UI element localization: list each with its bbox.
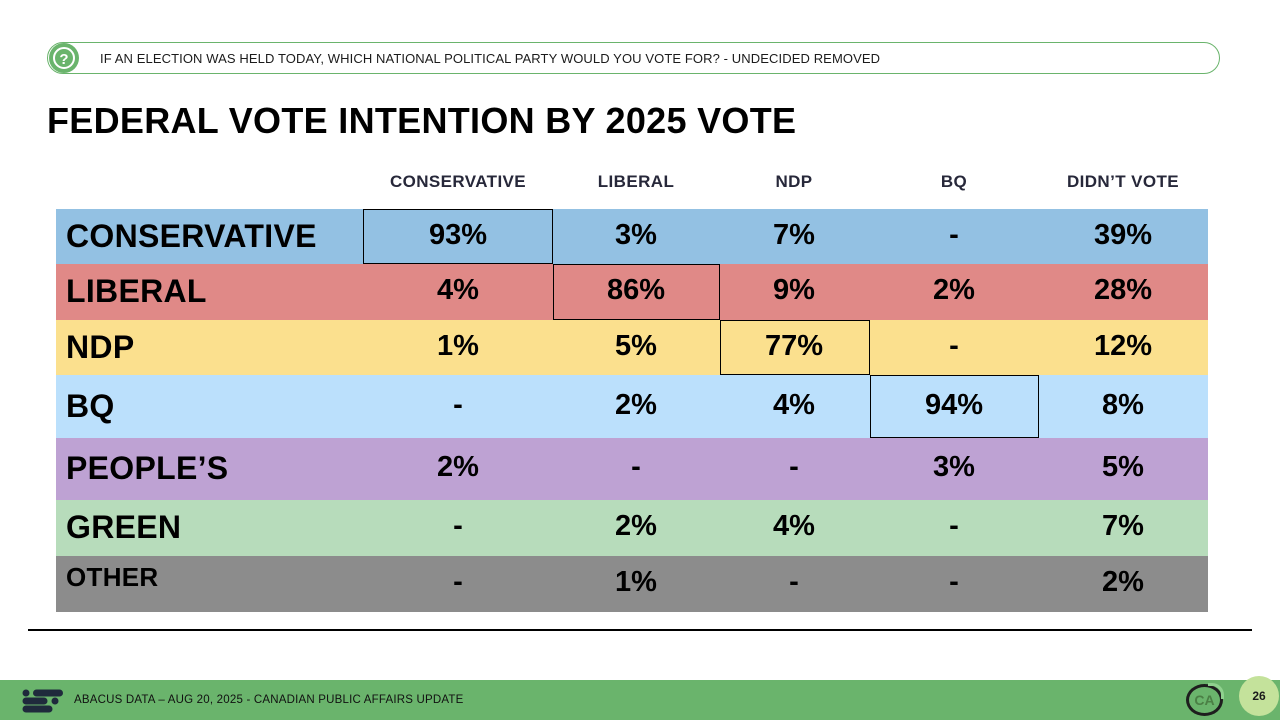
table-cell: -	[789, 451, 799, 483]
column-header: NDP	[775, 172, 813, 191]
table-cell: 2%	[1102, 566, 1144, 598]
table-cell: 1%	[615, 566, 657, 598]
table-cell: 28%	[1093, 274, 1153, 306]
page-number: 26	[1239, 676, 1279, 716]
table-cell: 7%	[773, 218, 815, 251]
column-header: DIDN’T VOTE	[1066, 172, 1180, 191]
table-row: PEOPLE’S 2% - - 3% 5%	[56, 438, 1208, 500]
table-cell: 94%	[924, 388, 984, 421]
table-row: NDP 1% 5% 77% - 12%	[56, 320, 1208, 375]
table-cell: 7%	[1102, 510, 1144, 542]
diagonal-highlight-box	[363, 209, 553, 264]
question-text: IF AN ELECTION WAS HELD TODAY, WHICH NAT…	[100, 51, 881, 66]
table-row: BQ - 2% 4% 94% 8%	[56, 375, 1208, 438]
footer-source: ABACUS DATA – AUG 20, 2025 - CANADIAN PU…	[74, 694, 464, 706]
diagonal-highlight-box	[870, 375, 1039, 438]
table-cell: -	[453, 388, 463, 421]
table-cell: -	[949, 566, 959, 598]
table-cell: 4%	[773, 510, 815, 542]
row-label: NDP	[66, 328, 135, 365]
row-label: PEOPLE’S	[66, 450, 229, 486]
table-row: GREEN - 2% 4% - 7%	[56, 500, 1208, 556]
table-row: OTHER - 1% - - 2%	[56, 556, 1208, 612]
ca-badge-icon: CA	[1186, 683, 1224, 716]
table-cell: 12%	[1093, 329, 1153, 362]
table-cell: 86%	[606, 274, 666, 306]
table-cell: -	[631, 451, 641, 483]
page-title: FEDERAL VOTE INTENTION BY 2025 VOTE	[47, 100, 797, 141]
table-cell: -	[949, 510, 959, 542]
table-cell: 3%	[615, 218, 657, 251]
table-cell: 2%	[933, 274, 975, 306]
table-row: LIBERAL 4% 86% 9% 2% 28%	[56, 264, 1208, 320]
question-banner: ? IF AN ELECTION WAS HELD TODAY, WHICH N…	[47, 42, 1220, 74]
column-header: LIBERAL	[597, 172, 675, 191]
table-cell: 9%	[773, 274, 815, 306]
diagonal-highlight-box	[720, 320, 870, 375]
table-cell: 4%	[437, 274, 479, 306]
row-label: LIBERAL	[66, 273, 207, 309]
table-cell: 39%	[1093, 218, 1153, 251]
table-cell: 2%	[615, 388, 657, 421]
table-cell: 2%	[615, 510, 657, 542]
row-label: BQ	[66, 387, 115, 424]
table-cell: 5%	[615, 329, 657, 362]
table-cell: -	[453, 566, 463, 598]
divider-line	[28, 629, 1252, 631]
table-cell: 5%	[1102, 451, 1144, 483]
table-cell: 2%	[437, 451, 479, 483]
table-cell: 93%	[428, 218, 488, 251]
table-cell: 1%	[437, 329, 479, 362]
diagonal-highlight-box	[553, 264, 720, 320]
table-cell: -	[453, 510, 463, 542]
abacus-logo-icon	[22, 689, 63, 713]
table-cell: -	[789, 566, 799, 598]
table-cell: 3%	[933, 451, 975, 483]
table-row: CONSERVATIVE 93% 3% 7% - 39%	[56, 209, 1208, 264]
footer-bar: ABACUS DATA – AUG 20, 2025 - CANADIAN PU…	[0, 676, 1280, 720]
row-label: GREEN	[66, 509, 182, 545]
table-cell: -	[949, 218, 959, 251]
question-icon: ?	[49, 43, 79, 73]
table-cell: 77%	[764, 329, 824, 362]
column-header: BQ	[940, 172, 968, 191]
row-label: OTHER	[66, 562, 159, 592]
column-header: CONSERVATIVE	[389, 172, 527, 191]
table-cell: -	[949, 329, 959, 362]
row-label: CONSERVATIVE	[66, 217, 317, 254]
table-cell: 8%	[1102, 388, 1144, 421]
table-cell: 4%	[773, 388, 815, 421]
